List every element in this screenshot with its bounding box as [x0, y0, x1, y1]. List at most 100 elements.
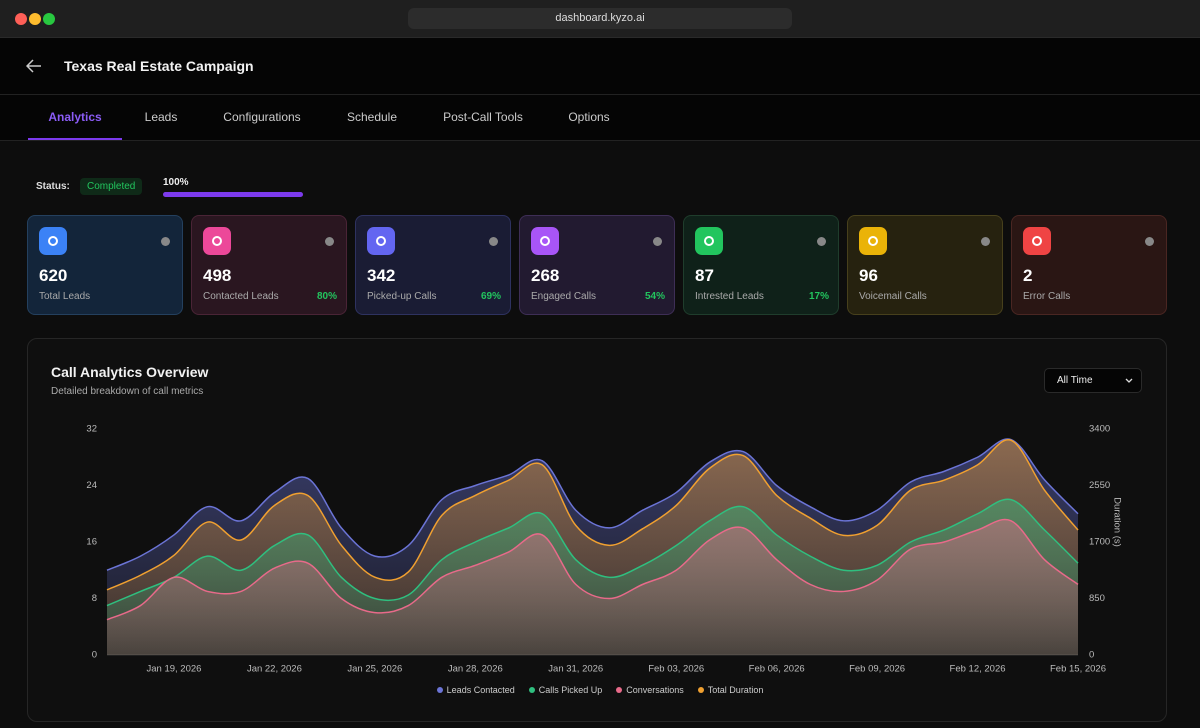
stat-card: 2 Error Calls	[1011, 215, 1167, 315]
card-percent: 69%	[480, 291, 501, 302]
y2-tick-label: 2550	[1089, 480, 1110, 491]
info-icon	[653, 237, 662, 246]
icon-glyph	[376, 236, 386, 246]
tab[interactable]: Options	[568, 110, 610, 124]
x-tick-label: Jan 19, 2026	[146, 664, 201, 675]
y2-tick-label: 0	[1089, 650, 1094, 661]
header: Texas Real Estate Campaign	[0, 38, 1200, 95]
tab[interactable]: Analytics	[48, 110, 102, 124]
back-button[interactable]	[26, 59, 42, 73]
card-label: Voicemail Calls	[859, 291, 927, 302]
icon-glyph	[212, 236, 222, 246]
x-tick-label: Feb 12, 2026	[950, 664, 1006, 675]
card-value: 87	[695, 266, 714, 285]
card-value: 2	[1023, 266, 1033, 285]
legend: Leads Contacted Calls Picked Up Conversati…	[0, 685, 1200, 695]
card-label: Contacted Leads	[203, 291, 279, 302]
tab-bar	[0, 95, 1200, 141]
x-tick-label: Feb 06, 2026	[749, 664, 805, 675]
legend-swatch	[528, 687, 535, 693]
y-tick-label: 8	[92, 593, 97, 604]
y-tick-label: 0	[92, 650, 97, 661]
tab[interactable]: Schedule	[346, 110, 398, 124]
chevron	[1125, 378, 1133, 383]
legend-label: Leads Contacted	[446, 685, 515, 695]
y2-tick-label: 850	[1089, 593, 1105, 604]
card-value: 342	[367, 266, 396, 285]
url-bar[interactable]: dashboard.kyzo.ai	[408, 8, 792, 29]
card-icon	[39, 227, 67, 255]
card-percent: 80%	[316, 291, 337, 302]
card-percent: 54%	[644, 291, 665, 302]
card-label: Error Calls	[1023, 291, 1071, 302]
legend-swatch	[436, 687, 443, 693]
y-tick-label: 32	[86, 424, 97, 435]
stat-card: 620 Total Leads	[27, 215, 183, 315]
tab[interactable]: Configurations	[223, 110, 301, 124]
series-area	[107, 519, 1078, 655]
legend-swatch	[697, 687, 704, 693]
info-icon	[489, 237, 498, 246]
card-label: Intrested Leads	[695, 291, 764, 302]
stat-card: 342 Picked-up Calls 69%	[355, 215, 511, 315]
stat-card: 96 Voicemail Calls	[847, 215, 1003, 315]
card-percent: 17%	[808, 291, 829, 302]
y2-tick-label: 1700	[1089, 537, 1110, 548]
series-line	[106, 498, 1079, 607]
info-icon	[1145, 237, 1154, 246]
chart-title: Call Analytics Overview	[51, 364, 209, 380]
series-line	[106, 438, 1079, 571]
card-label: Engaged Calls	[531, 291, 597, 302]
stat-card: 268 Engaged Calls 54%	[519, 215, 675, 315]
range-value: All Time	[1057, 375, 1093, 386]
range-select[interactable]: All Time	[1044, 368, 1142, 393]
card-label: Total Leads	[39, 291, 91, 302]
legend-label: Total Duration	[707, 685, 764, 695]
close[interactable]	[15, 13, 27, 25]
progress-fill	[163, 192, 303, 197]
legend-item: Calls Picked Up	[528, 685, 603, 695]
card-value: 268	[531, 266, 560, 285]
legend-swatch	[616, 687, 623, 693]
icon-glyph	[704, 236, 714, 246]
legend-item: Leads Contacted	[436, 685, 515, 695]
icon-glyph	[868, 236, 878, 246]
info-icon	[161, 237, 170, 246]
card-label: Picked-up Calls	[367, 291, 437, 302]
progress-label: 100%	[163, 177, 189, 188]
card-value: 96	[859, 266, 878, 285]
series-line	[106, 439, 1079, 591]
y2-tick-label: 3400	[1089, 424, 1110, 435]
status-badge: Completed	[80, 178, 143, 195]
stat-card: 87 Intrested Leads 17%	[683, 215, 839, 315]
card-icon	[1023, 227, 1051, 255]
icon-glyph	[48, 236, 58, 246]
legend-label: Calls Picked Up	[538, 685, 603, 695]
card-icon	[859, 227, 887, 255]
minimize[interactable]	[29, 13, 41, 25]
x-tick-label: Feb 03, 2026	[648, 664, 704, 675]
card-icon	[695, 227, 723, 255]
legend-label: Conversations	[626, 685, 684, 695]
icon-glyph	[1032, 236, 1042, 246]
y-tick-label: 16	[86, 537, 97, 548]
x-tick-label: Feb 15, 2026	[1050, 664, 1106, 675]
card-icon	[367, 227, 395, 255]
status-label: Status:	[36, 181, 70, 192]
browser-bar: dashboard.kyzo.ai	[0, 0, 1200, 38]
legend-item: Conversations	[616, 685, 684, 695]
x-tick-label: Jan 28, 2026	[448, 664, 503, 675]
maximize[interactable]	[43, 13, 55, 25]
active-tab-indicator	[28, 138, 122, 140]
series-line	[106, 518, 1079, 621]
progress-track	[163, 192, 303, 197]
tab[interactable]: Post-Call Tools	[443, 110, 523, 124]
card-value: 620	[39, 266, 68, 285]
info-icon	[981, 237, 990, 246]
card-icon	[203, 227, 231, 255]
tab[interactable]: Leads	[144, 110, 178, 124]
page-title: Texas Real Estate Campaign	[64, 58, 254, 74]
chart-subtitle: Detailed breakdown of call metrics	[51, 386, 204, 397]
y-tick-label: 24	[86, 480, 97, 491]
